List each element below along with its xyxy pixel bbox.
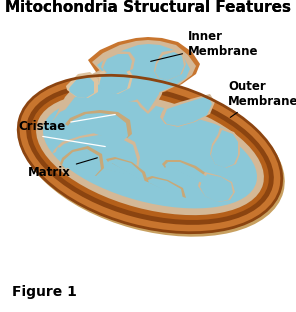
Ellipse shape (18, 75, 282, 233)
Polygon shape (130, 63, 162, 111)
Polygon shape (65, 110, 132, 140)
Polygon shape (160, 94, 215, 127)
Polygon shape (103, 54, 132, 75)
Polygon shape (98, 66, 133, 94)
Text: Matrix: Matrix (28, 158, 97, 178)
Polygon shape (154, 50, 186, 80)
Text: Mitochondria Structural Features: Mitochondria Structural Features (5, 0, 291, 14)
Polygon shape (198, 172, 235, 202)
Polygon shape (128, 60, 165, 114)
Text: Mitochondria Structural Features: Mitochondria Structural Features (5, 0, 291, 14)
Ellipse shape (26, 83, 274, 225)
Polygon shape (55, 135, 137, 175)
Text: Inner
Membrane: Inner Membrane (151, 30, 258, 61)
Text: Outer
Membrane: Outer Membrane (228, 80, 296, 117)
Polygon shape (163, 96, 212, 126)
Polygon shape (155, 52, 184, 80)
Ellipse shape (19, 77, 285, 237)
Polygon shape (211, 130, 238, 168)
Polygon shape (148, 178, 183, 199)
Polygon shape (200, 174, 233, 202)
Polygon shape (101, 51, 135, 75)
Text: Cristae: Cristae (18, 115, 115, 134)
Polygon shape (165, 162, 209, 186)
Polygon shape (108, 159, 145, 182)
Polygon shape (69, 76, 94, 98)
Text: Figure 1: Figure 1 (12, 285, 77, 299)
Polygon shape (150, 152, 236, 192)
Polygon shape (146, 176, 186, 198)
Polygon shape (68, 113, 128, 141)
Polygon shape (66, 72, 98, 98)
Polygon shape (210, 127, 240, 168)
Polygon shape (52, 132, 140, 174)
Ellipse shape (36, 93, 264, 215)
Polygon shape (150, 112, 240, 150)
Polygon shape (52, 64, 148, 122)
Polygon shape (60, 72, 144, 119)
Polygon shape (106, 157, 148, 182)
Polygon shape (88, 37, 200, 94)
Polygon shape (60, 146, 104, 176)
Polygon shape (162, 160, 212, 186)
Polygon shape (92, 40, 196, 94)
Ellipse shape (31, 88, 269, 220)
Polygon shape (99, 69, 130, 94)
Ellipse shape (43, 100, 257, 208)
Polygon shape (97, 44, 190, 94)
Polygon shape (62, 149, 101, 177)
